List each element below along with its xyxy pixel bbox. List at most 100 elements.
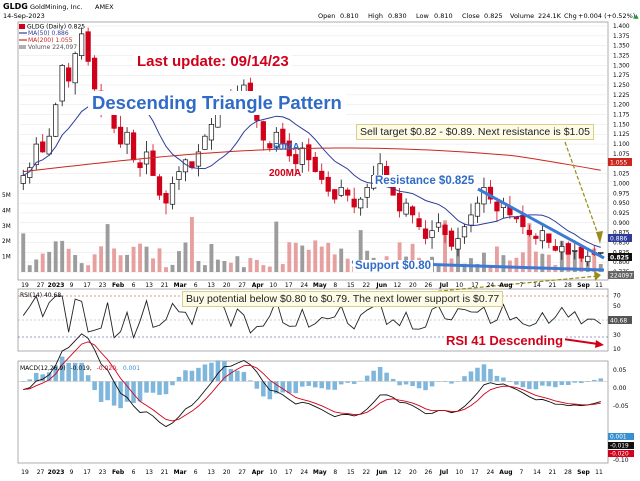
- volume-bar: [287, 242, 292, 272]
- volume-bar: [144, 246, 149, 272]
- volume-tick-label: 5M: [2, 193, 11, 199]
- price-axis-tags: 1.055 0.886 0.825 224097: [608, 158, 634, 280]
- candle-body: [338, 187, 344, 196]
- rsi-arrowhead-icon: [595, 340, 604, 348]
- time-label-top: Feb: [112, 282, 125, 289]
- time-label-top: 13: [207, 282, 215, 289]
- macd-hist-bar: [371, 370, 376, 382]
- macd-hist-bar: [144, 381, 149, 393]
- time-label-top: 24: [300, 282, 308, 289]
- candle-body: [280, 128, 286, 145]
- macd-hist-bar: [85, 375, 91, 382]
- legend-price: GLDG (Daily) 0.825: [27, 24, 85, 31]
- macd-hist-bar: [111, 381, 117, 406]
- macd-hist-bar: [449, 381, 454, 384]
- high-label: High: [368, 12, 383, 20]
- rsi-tick-10: 10: [613, 346, 621, 353]
- time-label-top: 10: [269, 282, 277, 289]
- candle-body: [124, 131, 130, 145]
- time-label-top: 14: [533, 282, 541, 289]
- candle-body: [202, 135, 208, 150]
- time-label-top: 27: [37, 282, 45, 289]
- candle-body: [494, 201, 500, 212]
- macd-hist-bar: [397, 381, 402, 386]
- volume-bar: [566, 244, 571, 272]
- low-value: 0.810: [434, 12, 453, 20]
- macd-hist-bar: [377, 367, 383, 382]
- volume-bar: [267, 266, 272, 272]
- candle-body: [552, 246, 558, 251]
- macd-hist-bar: [501, 377, 506, 382]
- time-label-bottom: 14: [533, 469, 541, 476]
- time-label-top: 28: [564, 282, 572, 289]
- price-panel-frame: [17, 21, 609, 281]
- macd-line: [23, 333, 601, 428]
- volume-bar: [131, 246, 136, 272]
- time-label-bottom: 10: [456, 469, 464, 476]
- macd-hist-bar: [566, 381, 571, 385]
- macd-hist-bar: [261, 381, 266, 397]
- candle-body: [448, 230, 455, 247]
- price-tick-label: 1.325: [613, 54, 630, 60]
- grid-lines: [18, 25, 608, 273]
- volume-bar: [462, 263, 467, 272]
- price-tick-label: 0.875: [613, 231, 630, 237]
- macd-tick-2: -0.05: [613, 403, 629, 410]
- volume-bar: [533, 251, 538, 272]
- legend-volume-swatch: [19, 45, 26, 49]
- macd-hist-bar: [235, 370, 240, 382]
- candle-body: [598, 251, 604, 254]
- time-label-top: 13: [145, 282, 153, 289]
- time-label-bottom: 6: [194, 469, 198, 476]
- macd-hist-bar: [358, 380, 363, 382]
- volume-bar: [138, 243, 142, 272]
- candle-body: [403, 202, 409, 215]
- candle-body: [578, 246, 584, 259]
- macd-hist-bar: [287, 381, 292, 394]
- macd-tick-1: 0.00: [613, 385, 627, 392]
- macd-hist-bar: [228, 368, 234, 382]
- resistance-label: Resistance $0.825: [373, 175, 477, 187]
- time-label-bottom: 24: [487, 469, 495, 476]
- volume-bar: [482, 252, 486, 272]
- candle-body: [156, 176, 163, 196]
- candle-body: [66, 67, 72, 82]
- time-label-top: 10: [456, 282, 464, 289]
- volume-bar: [358, 230, 363, 272]
- time-label-top: 26: [425, 282, 433, 289]
- volume-bar: [319, 246, 324, 272]
- date: 14-Sep-2023: [3, 12, 45, 20]
- macd-hist-bar: [137, 381, 143, 402]
- macd-hist-bar: [462, 376, 467, 382]
- time-label-top: Jul: [439, 282, 449, 289]
- macd-hist-bar: [351, 381, 357, 384]
- candle-body: [182, 159, 189, 173]
- time-label-bottom: 12: [394, 469, 402, 476]
- candle-body: [79, 33, 85, 57]
- macd-hist-bar: [442, 381, 448, 382]
- volume-bar: [66, 248, 71, 272]
- volume-axis: 5M 4M 3M 2M 1M: [2, 193, 11, 261]
- macd-hist-bar: [124, 381, 130, 402]
- macd-hist-bar: [410, 381, 415, 387]
- open-label: Open: [318, 12, 335, 20]
- close-value: 0.825: [484, 12, 503, 20]
- macd-hist-bar: [481, 364, 487, 382]
- candle-body: [572, 250, 578, 252]
- volume-bar: [501, 255, 506, 272]
- price-tick-label: 1.025: [613, 172, 630, 178]
- time-label-bottom: May: [313, 469, 327, 476]
- time-label-top: 6: [194, 282, 198, 289]
- price-tick-label: 1.100: [613, 142, 630, 148]
- candle-body: [20, 175, 26, 184]
- macd-hist-bar: [98, 381, 104, 402]
- price-tick-label: 1.200: [613, 103, 630, 109]
- candle-body: [299, 147, 305, 165]
- macd-hist-bar: [254, 381, 260, 389]
- candle-body: [150, 150, 156, 176]
- candle-body: [422, 228, 429, 239]
- macd-panel-frame: [17, 360, 609, 464]
- time-label-bottom: Sep: [577, 469, 590, 476]
- volume-bars: [21, 216, 603, 272]
- volume-bar: [27, 265, 32, 272]
